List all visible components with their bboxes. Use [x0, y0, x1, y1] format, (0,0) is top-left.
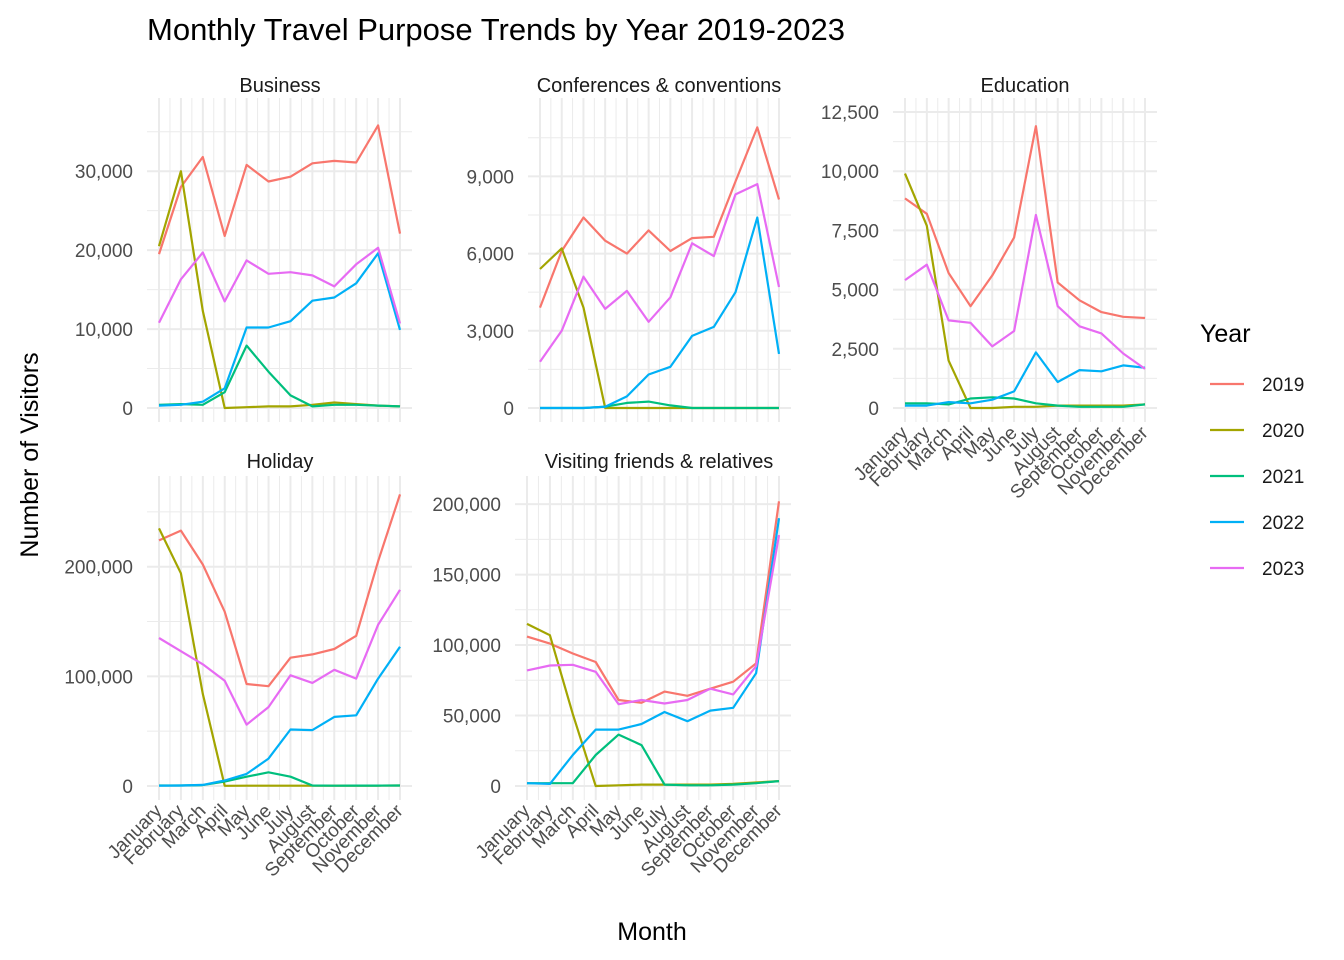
series-line-2020 [903, 173, 1146, 410]
series-line-2023 [158, 246, 402, 324]
y-tick-label: 10,000 [821, 162, 879, 183]
y-tick-label: 0 [868, 399, 879, 420]
series-line-2019 [538, 126, 781, 308]
legend-label: 2022 [1262, 513, 1304, 534]
legend-title: Year [1200, 320, 1251, 348]
y-tick-label: 150,000 [432, 566, 501, 587]
facet-panel-visiting-friends-relatives: 0 50,000 100,000 150,000 200,000 Visiting fri… [432, 451, 791, 881]
y-tick-label: 0 [490, 777, 501, 798]
series-line-2023 [158, 589, 401, 726]
legend: Year 2019 2020 2021 2022 2023 [1200, 320, 1304, 580]
x-axis-title: Month [617, 918, 686, 946]
series-line-2023 [904, 213, 1146, 370]
series-line-2022 [540, 216, 781, 410]
legend-item-2021: 2021 [1210, 467, 1304, 488]
series-line-2023 [539, 183, 781, 363]
y-tick-label: 50,000 [443, 707, 501, 728]
facet-strip-label: Holiday [247, 451, 314, 473]
y-tick-label: 20,000 [75, 241, 133, 262]
legend-item-2023: 2023 [1210, 559, 1304, 580]
y-tick-label: 200,000 [432, 495, 501, 516]
series-line-2022 [158, 646, 401, 787]
y-tick-label: 6,000 [466, 245, 514, 266]
y-tick-label: 0 [122, 777, 133, 798]
legend-label: 2021 [1262, 467, 1304, 488]
facet-panel-business: 0 10,000 20,000 30,000 Business [75, 75, 412, 422]
series-line-2022 [905, 351, 1146, 407]
y-tick-label: 30,000 [75, 162, 133, 183]
y-tick-label: 7,500 [831, 221, 879, 242]
facet-panel-conferences-conventions: 0 3,000 6,000 9,000 Conferences & convention… [466, 75, 791, 422]
series-line-2021 [905, 396, 1146, 408]
legend-item-2022: 2022 [1210, 513, 1304, 534]
facet-strip-label: Education [981, 75, 1070, 97]
y-tick-label: 9,000 [466, 167, 514, 188]
facet-panel-holiday: 0100,000200,000HolidayJanuaryFebruaryMar… [64, 451, 412, 881]
y-tick-label: 12,500 [821, 103, 879, 124]
series-line-2019 [157, 124, 402, 255]
facet-strip-label: Conferences & conventions [537, 75, 782, 97]
y-tick-label: 0 [122, 399, 133, 420]
facet-strip-label: Business [239, 75, 320, 97]
y-tick-label: 10,000 [75, 320, 133, 341]
legend-item-2020: 2020 [1210, 421, 1304, 442]
series-line-2022 [526, 518, 781, 786]
series-line-2019 [526, 501, 781, 704]
y-axis-title: Number of Visitors [16, 352, 44, 557]
series-line-2021 [158, 344, 401, 408]
y-tick-label: 5,000 [831, 281, 879, 302]
facet-panels: 0 10,000 20,000 30,000 Business 0 3,000 6,000 9,… [64, 75, 1157, 881]
y-tick-label: 2,500 [831, 340, 879, 361]
legend-label: 2023 [1262, 559, 1304, 580]
legend-item-2019: 2019 [1210, 375, 1304, 396]
y-tick-label: 200,000 [64, 558, 133, 579]
legend-label: 2019 [1262, 375, 1304, 396]
series-line-2021 [527, 733, 780, 787]
series-line-2023 [526, 534, 781, 706]
series-line-2019 [904, 125, 1146, 320]
facet-strip-label: Visiting friends & relatives [545, 451, 774, 473]
y-tick-label: 100,000 [64, 667, 133, 688]
y-tick-label: 3,000 [466, 322, 514, 343]
y-tick-label: 100,000 [432, 636, 501, 657]
series-line-2022 [158, 252, 402, 407]
facet-panel-education: 02,5005,0007,50010,00012,500EducationJan… [821, 75, 1157, 503]
legend-label: 2020 [1262, 421, 1304, 442]
y-tick-label: 0 [503, 399, 514, 420]
series-line-2019 [158, 494, 402, 688]
chart-title: Monthly Travel Purpose Trends by Year 20… [147, 12, 845, 47]
